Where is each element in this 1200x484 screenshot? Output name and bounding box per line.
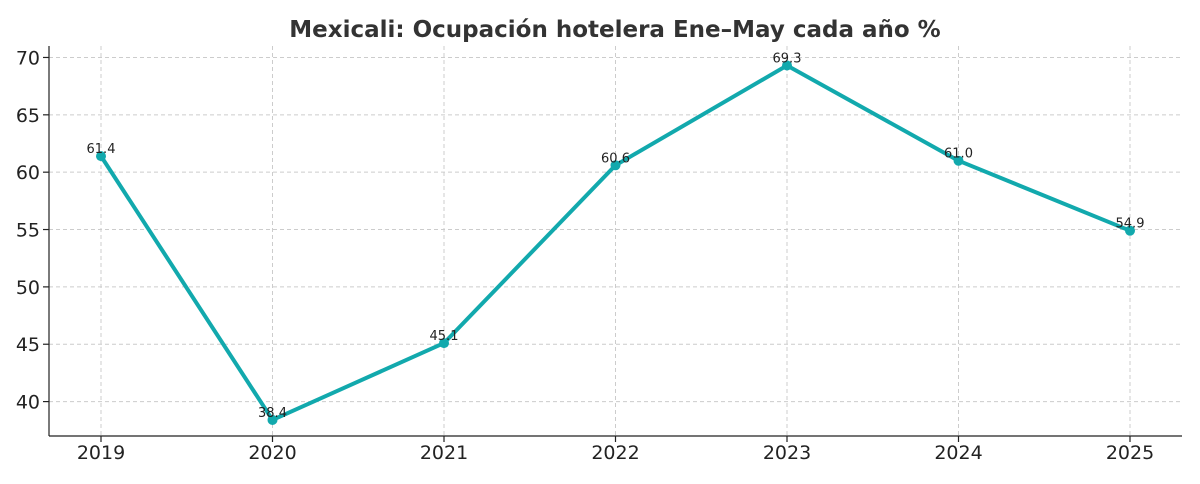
data-point <box>782 60 792 71</box>
x-tick-label: 2022 <box>591 442 639 464</box>
data-label: 60.6 <box>601 151 630 166</box>
data-point <box>267 414 278 425</box>
chart-title: Mexicali: Ocupación hotelera Ene–May cad… <box>289 17 940 43</box>
data-point <box>439 338 449 349</box>
x-tick-label: 2020 <box>248 442 296 464</box>
axes: 40 45 50 55 60 65 70 2019 2020 2021 2022 2023 2024 20… <box>16 46 1182 464</box>
data-label: 54.9 <box>1116 217 1145 232</box>
data-label: 69.3 <box>773 52 802 67</box>
x-tick-label: 2019 <box>77 442 125 464</box>
x-tick-label: 2024 <box>934 442 982 464</box>
data-point <box>953 155 964 166</box>
series-layer <box>96 60 1135 425</box>
x-tick-label: 2021 <box>420 442 468 464</box>
y-tick-label: 45 <box>16 334 40 356</box>
y-tick-label: 55 <box>16 220 40 242</box>
data-label: 45.1 <box>430 329 459 344</box>
y-tick-label: 60 <box>16 162 40 184</box>
y-tick-label: 65 <box>16 105 40 127</box>
data-label: 61.4 <box>87 142 116 157</box>
grid <box>49 46 1182 436</box>
x-tick-label: 2023 <box>763 442 811 464</box>
data-point <box>610 160 621 171</box>
y-tick-label: 70 <box>16 47 40 69</box>
data-label: 38.4 <box>258 406 287 421</box>
x-tick-label: 2025 <box>1106 442 1154 464</box>
y-tick-label: 50 <box>16 277 40 299</box>
data-labels: 61.4 38.4 45.1 60.6 69.3 61.0 54.9 <box>87 52 1145 421</box>
data-label: 61.0 <box>944 147 973 162</box>
data-point <box>1125 225 1135 236</box>
data-point <box>96 151 106 162</box>
y-tick-label: 40 <box>16 392 40 414</box>
